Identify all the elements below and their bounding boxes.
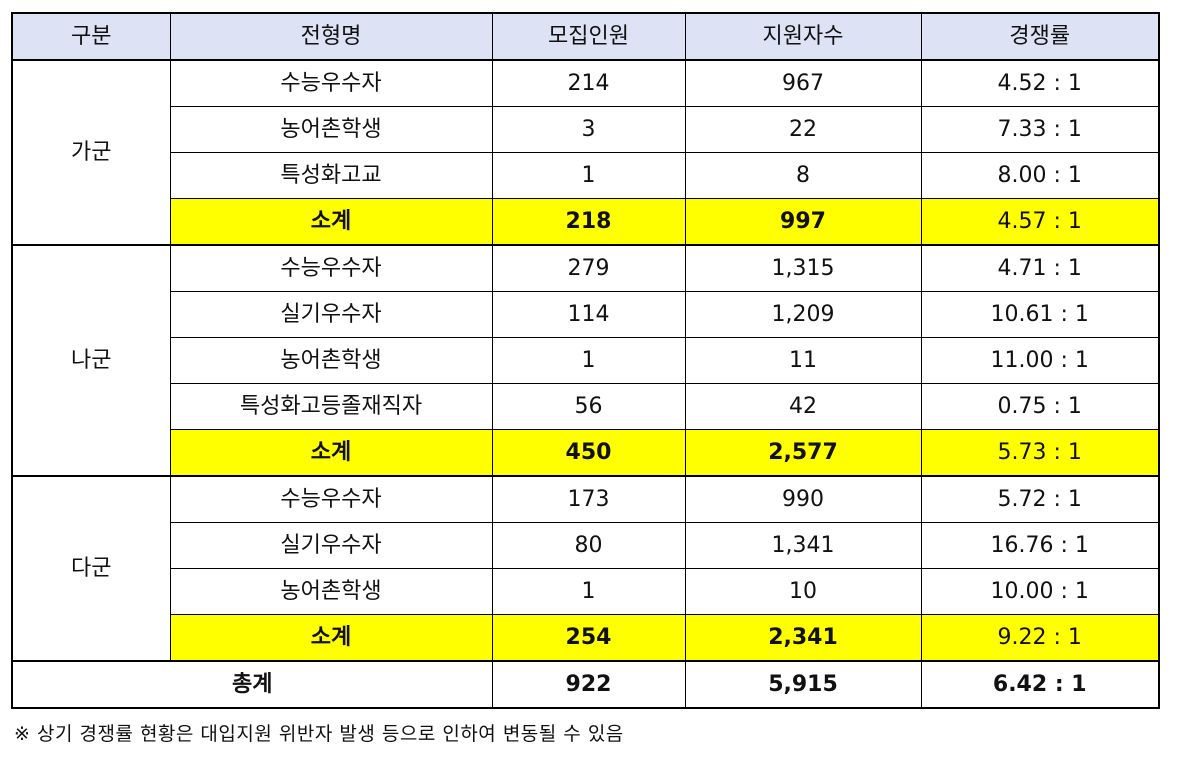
applicants: 967 (684, 59, 922, 107)
ratio: 4.71 : 1 (920, 244, 1160, 292)
subtotal-ratio: 9.22 : 1 (920, 614, 1160, 662)
quota: 1 (491, 568, 686, 615)
table-header-row: 구분 전형명 모집인원 지원자수 경쟁률 (11, 12, 1160, 61)
admission-type: 실기우수자 (169, 522, 493, 569)
header-admission-type: 전형명 (169, 12, 493, 61)
table-row: 특성화고교 1 8 8.00 : 1 (12, 152, 1160, 199)
subtotal-ratio: 5.73 : 1 (920, 429, 1160, 477)
table-row: 실기우수자 80 1,341 16.76 : 1 (12, 522, 1160, 569)
ratio: 5.72 : 1 (920, 475, 1160, 523)
subtotal-row: 소계 218 997 4.57 : 1 (12, 198, 1160, 246)
table-row: 나군 수능우수자 279 1,315 4.71 : 1 (11, 244, 1160, 477)
subtotal-label: 소계 (169, 198, 493, 246)
subtotal-quota: 254 (491, 614, 686, 662)
ratio: 4.52 : 1 (920, 59, 1160, 107)
footnote: ※ 상기 경쟁률 현황은 대입지원 위반자 발생 등으로 인하여 변동될 수 있… (14, 723, 624, 745)
subtotal-ratio: 4.57 : 1 (920, 198, 1160, 246)
total-applicants: 5,915 (684, 660, 922, 709)
applicants: 1,315 (684, 244, 922, 292)
quota: 214 (491, 59, 686, 107)
total-quota: 922 (491, 660, 686, 709)
subtotal-applicants: 2,577 (684, 429, 922, 477)
subtotal-applicants: 2,341 (684, 614, 922, 662)
admission-type: 수능우수자 (169, 59, 493, 107)
ratio: 16.76 : 1 (920, 522, 1160, 569)
applicants: 990 (684, 475, 922, 523)
admission-type: 특성화고교 (169, 152, 493, 199)
group-label: 다군 (11, 475, 171, 662)
subtotal-label: 소계 (169, 614, 493, 662)
subtotal-label: 소계 (169, 429, 493, 477)
header-category: 구분 (11, 12, 171, 61)
quota: 1 (491, 337, 686, 384)
group-label: 나군 (11, 244, 171, 477)
admission-type: 농어촌학생 (169, 337, 493, 384)
header-applicants: 지원자수 (684, 12, 922, 61)
table-row: 다군 수능우수자 173 990 5.72 : 1 (11, 475, 1160, 662)
quota: 279 (491, 244, 686, 292)
total-ratio: 6.42 : 1 (920, 660, 1160, 709)
group-label: 가군 (11, 59, 171, 246)
ratio: 10.00 : 1 (920, 568, 1160, 615)
table-row: 농어촌학생 1 10 10.00 : 1 (12, 568, 1160, 615)
ratio: 11.00 : 1 (920, 337, 1160, 384)
quota: 1 (491, 152, 686, 199)
header-ratio: 경쟁률 (920, 12, 1160, 61)
total-label: 총계 (11, 660, 493, 709)
quota: 114 (491, 291, 686, 338)
ratio: 0.75 : 1 (920, 383, 1160, 430)
admission-type: 수능우수자 (169, 244, 493, 292)
quota: 173 (491, 475, 686, 523)
quota: 80 (491, 522, 686, 569)
total-row: 총계 922 5,915 6.42 : 1 (11, 660, 1160, 709)
applicants: 11 (684, 337, 922, 384)
subtotal-row: 소계 254 2,341 9.22 : 1 (12, 614, 1160, 662)
ratio: 8.00 : 1 (920, 152, 1160, 199)
applicants: 10 (684, 568, 922, 615)
admission-type: 농어촌학생 (169, 106, 493, 153)
quota: 3 (491, 106, 686, 153)
admission-type: 농어촌학생 (169, 568, 493, 615)
admission-type: 수능우수자 (169, 475, 493, 523)
subtotal-quota: 218 (491, 198, 686, 246)
table-row: 농어촌학생 1 11 11.00 : 1 (12, 337, 1160, 384)
quota: 56 (491, 383, 686, 430)
admission-type: 특성화고등졸재직자 (169, 383, 493, 430)
subtotal-applicants: 997 (684, 198, 922, 246)
applicants: 8 (684, 152, 922, 199)
subtotal-quota: 450 (491, 429, 686, 477)
subtotal-row: 소계 450 2,577 5.73 : 1 (12, 429, 1160, 477)
applicants: 1,209 (684, 291, 922, 338)
admission-type: 실기우수자 (169, 291, 493, 338)
table-row: 실기우수자 114 1,209 10.61 : 1 (12, 291, 1160, 338)
ratio: 10.61 : 1 (920, 291, 1160, 338)
applicants: 22 (684, 106, 922, 153)
applicants: 1,341 (684, 522, 922, 569)
header-quota: 모집인원 (491, 12, 686, 61)
competition-rate-table: 구분 전형명 모집인원 지원자수 경쟁률 가군 수능우수자 214 967 4.… (11, 12, 1160, 709)
table-row: 가군 수능우수자 214 967 4.52 : 1 (11, 59, 1160, 246)
ratio: 7.33 : 1 (920, 106, 1160, 153)
table-row: 농어촌학생 3 22 7.33 : 1 (12, 106, 1160, 153)
table-row: 특성화고등졸재직자 56 42 0.75 : 1 (12, 383, 1160, 430)
applicants: 42 (684, 383, 922, 430)
